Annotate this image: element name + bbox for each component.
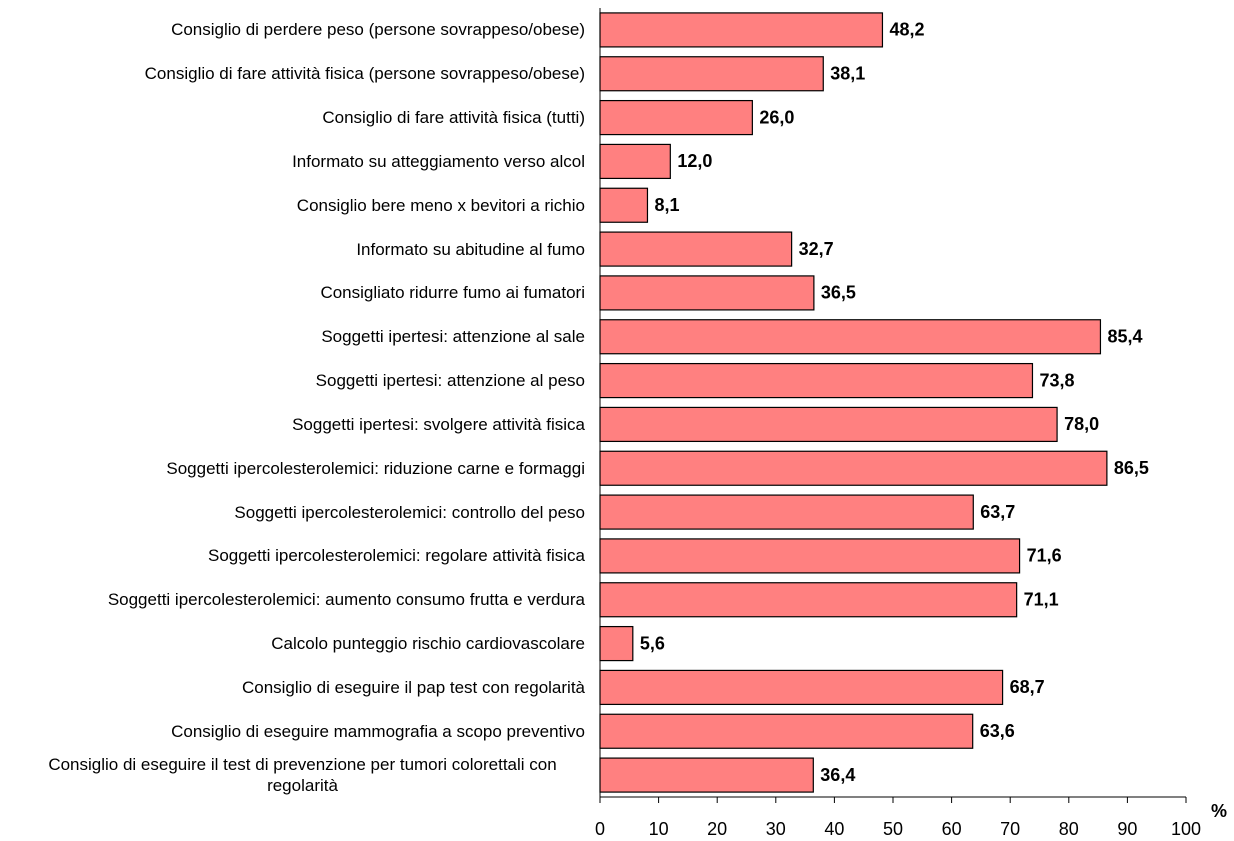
- value-label: 26,0: [759, 107, 794, 127]
- value-label: 63,7: [980, 502, 1015, 522]
- value-label: 32,7: [799, 239, 834, 259]
- y-tick-label: Soggetti ipercolesterolemici: controllo …: [20, 490, 585, 534]
- category-text: Consigliato ridurre fumo ai fumatori: [320, 283, 585, 303]
- y-tick-label: Consiglio di eseguire il pap test con re…: [20, 665, 585, 709]
- category-text: Consiglio di eseguire il pap test con re…: [241, 677, 585, 697]
- bar: [599, 187, 649, 223]
- x-tick-label: 50: [883, 819, 903, 839]
- value-label: 36,5: [821, 283, 856, 303]
- y-tick-label: Consigliato ridurre fumo ai fumatori: [20, 271, 585, 315]
- bar: [599, 319, 1102, 355]
- y-tick-label: Consiglio bere meno x bevitori a richio: [20, 183, 585, 227]
- category-text: Informato su abitudine al fumo: [356, 239, 585, 259]
- bar: [599, 669, 1004, 706]
- value-label: 71,6: [1027, 546, 1062, 566]
- category-text: Soggetti ipertesi: attenzione al sale: [321, 327, 585, 347]
- bar: [599, 625, 634, 662]
- y-tick-label: Soggetti ipertesi: attenzione al peso: [20, 359, 585, 403]
- x-tick-label: 10: [649, 819, 669, 839]
- category-text: Consiglio di perdere peso (persone sovra…: [171, 20, 585, 40]
- bar: [599, 99, 753, 136]
- bar: [599, 582, 1018, 618]
- category-text: Soggetti ipercolesterolemici: riduzione …: [166, 458, 585, 478]
- y-tick-label: Informato su atteggiamento verso alcol: [20, 139, 585, 183]
- bar: [599, 406, 1058, 443]
- category-text: Consiglio di eseguire il test di prevenz…: [48, 755, 557, 796]
- category-text: Consiglio di fare attività fisica (perso…: [144, 64, 585, 84]
- bar: [599, 56, 824, 92]
- y-tick-label: Soggetti ipertesi: attenzione al sale: [20, 315, 585, 359]
- bar: [599, 494, 974, 530]
- category-text: Calcolo punteggio rischio cardiovascolar…: [271, 634, 585, 654]
- bar: [599, 450, 1108, 486]
- x-tick-label: 20: [707, 819, 727, 839]
- category-text: Consiglio di fare attività fisica (tutti…: [322, 108, 585, 128]
- bar: [599, 362, 1034, 399]
- category-text: Consiglio di eseguire mammografia a scop…: [171, 721, 585, 741]
- value-label: 48,2: [889, 20, 924, 40]
- y-tick-label: Calcolo punteggio rischio cardiovascolar…: [20, 622, 585, 666]
- value-label: 36,4: [820, 765, 855, 785]
- value-label: 5,6: [640, 633, 665, 653]
- y-tick-label: Soggetti ipercolesterolemici: riduzione …: [20, 446, 585, 490]
- x-axis-label: %: [1211, 801, 1227, 821]
- y-tick-label: Soggetti ipercolesterolemici: regolare a…: [20, 534, 585, 578]
- value-label: 78,0: [1064, 414, 1099, 434]
- category-text: Soggetti ipercolesterolemici: controllo …: [234, 502, 585, 522]
- category-text: Soggetti ipertesi: svolgere attività fis…: [292, 414, 585, 434]
- y-tick-label: Consiglio di fare attività fisica (tutti…: [20, 96, 585, 140]
- value-label: 86,5: [1114, 458, 1149, 478]
- bar: [599, 275, 815, 311]
- y-tick-label: Informato su abitudine al fumo: [20, 227, 585, 271]
- y-tick-label: Soggetti ipercolesterolemici: aumento co…: [20, 578, 585, 622]
- value-label: 68,7: [1010, 677, 1045, 697]
- x-tick-label: 60: [942, 819, 962, 839]
- value-label: 73,8: [1039, 370, 1074, 390]
- category-text: Soggetti ipercolesterolemici: aumento co…: [107, 590, 585, 610]
- x-tick-label: 80: [1059, 819, 1079, 839]
- x-tick-label: 40: [824, 819, 844, 839]
- value-label: 8,1: [654, 195, 679, 215]
- bar: [599, 713, 974, 749]
- y-tick-label: Consiglio di fare attività fisica (perso…: [20, 52, 585, 96]
- x-tick-label: 90: [1117, 819, 1137, 839]
- value-label: 63,6: [980, 721, 1015, 741]
- y-tick-label: Soggetti ipertesi: svolgere attività fis…: [20, 402, 585, 446]
- category-text: Informato su atteggiamento verso alcol: [292, 151, 585, 171]
- category-text: Consiglio bere meno x bevitori a richio: [296, 195, 585, 215]
- bar: [599, 757, 814, 793]
- category-text: Soggetti ipercolesterolemici: regolare a…: [207, 546, 585, 566]
- y-tick-label: Consiglio di eseguire il test di prevenz…: [20, 753, 585, 797]
- value-label: 85,4: [1107, 327, 1142, 347]
- value-label: 38,1: [830, 64, 865, 84]
- y-tick-label: Consiglio di perdere peso (persone sovra…: [20, 8, 585, 52]
- bar: [599, 143, 671, 180]
- bar: [599, 231, 793, 267]
- x-tick-label: 70: [1000, 819, 1020, 839]
- value-label: 12,0: [677, 151, 712, 171]
- x-tick-label: 0: [595, 819, 605, 839]
- bar: [599, 538, 1021, 574]
- category-text: Soggetti ipertesi: attenzione al peso: [315, 371, 585, 391]
- value-label: 71,1: [1024, 590, 1059, 610]
- y-tick-label: Consiglio di eseguire mammografia a scop…: [20, 709, 585, 753]
- bar: [599, 12, 884, 48]
- x-tick-label: 100: [1171, 819, 1201, 839]
- x-tick-label: 30: [766, 819, 786, 839]
